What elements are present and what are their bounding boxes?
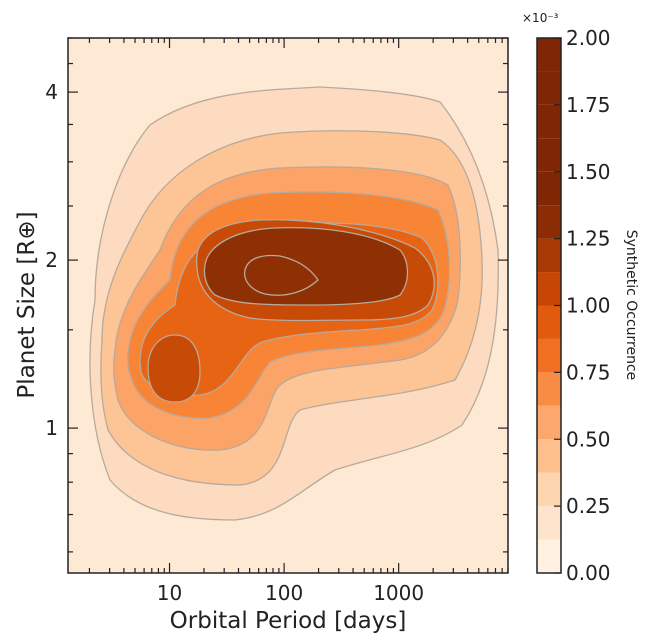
colorbar-tick-label: 0.00 [566,561,611,585]
colorbar-tick-label: 2.00 [566,26,611,50]
x-tick-label: 10 [157,581,182,605]
colorbar-segment [537,439,561,473]
colorbar-tick-label: 0.75 [566,360,611,384]
colorbar-segment [537,305,561,339]
colorbar-segment [537,506,561,540]
colorbar-segment [537,372,561,406]
x-tick-label: 1000 [373,581,424,605]
colorbar-segment [537,539,561,573]
x-ticks: 10 100 1000 [88,38,509,605]
colorbar-segment [537,472,561,507]
colorbar-exponent: ×10⁻³ [522,11,559,25]
colorbar-segment [537,338,561,373]
x-tick-label: 100 [265,581,303,605]
colorbar: 0.00 0.25 0.50 0.75 1.00 1.25 1.50 1.75 2.00 [536,26,611,585]
y-tick-label: 1 [45,416,58,440]
colorbar-tick-label: 0.50 [566,427,611,451]
y-ticks: 1 2 4 [45,37,508,553]
colorbar-segment [537,71,561,105]
y-axis-title: Planet Size [R⊕] [14,211,40,398]
contour-level-8 [244,254,319,296]
colorbar-tick-label: 0.25 [566,494,611,518]
colorbar-title: Synthetic Occurrence [623,230,639,381]
contour-fills [89,86,499,521]
colorbar-segment [537,104,561,139]
colorbar-segment [537,138,561,172]
colorbar-tick-label: 1.25 [566,227,611,251]
contour-level-6a [147,334,201,403]
colorbar-segment [537,205,561,239]
colorbar-segment [537,38,561,72]
colorbar-segment [537,405,561,440]
y-tick-label: 2 [45,248,58,272]
y-tick-label: 4 [45,80,58,104]
contour-level-7 [203,227,409,306]
colorbar-segment [537,171,561,206]
colorbar-segment [537,238,561,273]
plot-frame [67,37,509,574]
x-axis-title: Orbital Period [days] [170,608,407,634]
colorbar-tick-label: 1.00 [566,294,611,318]
colorbar-tick-label: 1.75 [566,93,611,117]
colorbar-tick-label: 1.50 [566,160,611,184]
colorbar-segment [537,272,561,306]
